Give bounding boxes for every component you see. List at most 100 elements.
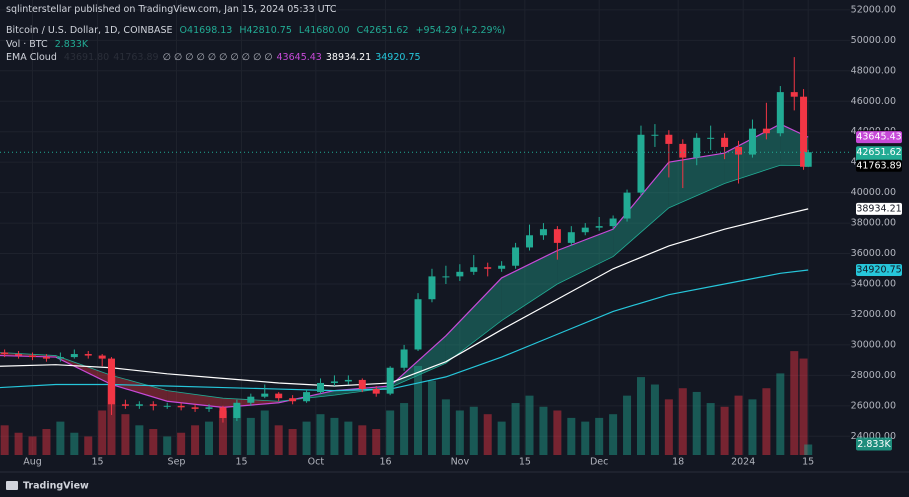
volume-bar <box>386 410 395 455</box>
candle-body <box>707 137 715 139</box>
volume-bar <box>595 417 604 455</box>
candle-body <box>637 134 645 193</box>
symbol-title: Bitcoin / U.S. Dollar, 1D, COINBASE <box>6 25 173 36</box>
candle-body <box>84 354 92 356</box>
price-label-bg <box>856 202 902 215</box>
x-tick-label: Oct <box>308 457 325 468</box>
volume-bar <box>720 406 729 455</box>
y-tick-label: 48000.00 <box>851 65 896 76</box>
publisher: sqlinterstellar published on TradingView… <box>6 4 337 15</box>
candle-body <box>567 232 575 243</box>
indicator-value: 43645.43 <box>276 52 322 63</box>
indicator-value: 41763.89 <box>113 52 159 63</box>
y-tick-label: 24000.00 <box>851 431 896 442</box>
candle-body <box>609 218 617 227</box>
volume-bar <box>302 421 311 455</box>
candle-body <box>191 407 199 409</box>
volume-bar <box>762 388 771 455</box>
price-label: 38934.21 <box>856 203 901 214</box>
candle-body <box>261 393 269 397</box>
candle-body <box>205 407 213 409</box>
ema-line <box>0 164 809 402</box>
candle-body <box>330 381 338 383</box>
candle-body <box>581 227 589 233</box>
volume-bar <box>358 425 367 455</box>
candle-body <box>776 92 784 134</box>
candle-body <box>149 404 157 406</box>
y-tick-label: 30000.00 <box>851 339 896 350</box>
x-tick-label: 15 <box>519 457 531 468</box>
volume-bar <box>776 373 785 455</box>
candle-body <box>512 247 520 266</box>
volume-bar <box>0 425 9 455</box>
candle-body <box>553 229 561 243</box>
x-tick-label: Sep <box>168 457 186 468</box>
legend-row: Bitcoin / U.S. Dollar, 1D, COINBASE O416… <box>6 25 509 36</box>
volume-bar <box>567 417 576 455</box>
candle-body <box>275 393 283 399</box>
candle-body <box>303 392 311 402</box>
candle-body <box>29 355 37 358</box>
volume-bar <box>98 410 107 455</box>
ema-cloud <box>445 277 502 364</box>
price-label: 43645.43 <box>856 132 901 143</box>
indicator-name: EMA Cloud <box>6 52 57 63</box>
volume-bar <box>260 410 269 455</box>
ohlc: O41698.13 <box>179 25 233 36</box>
x-tick-label: Dec <box>590 457 608 468</box>
indicator-value: ∅ ∅ ∅ ∅ ∅ ∅ ∅ ∅ ∅ ∅ <box>162 52 273 63</box>
x-tick-label: 2024 <box>731 457 755 468</box>
volume-bar <box>274 425 283 455</box>
candle-body <box>498 265 506 269</box>
volume-bar <box>14 432 23 455</box>
candle-body <box>428 276 436 300</box>
candle-body <box>121 404 129 406</box>
candle-body <box>163 405 171 407</box>
candle-body <box>358 379 366 390</box>
y-tick-label: 38000.00 <box>851 218 896 229</box>
candle-body <box>748 128 756 155</box>
volume-bar <box>706 403 715 455</box>
candle-body <box>247 396 255 403</box>
x-tick-label: 16 <box>379 457 391 468</box>
price-label: 34920.75 <box>856 264 901 275</box>
y-tick-label: 36000.00 <box>851 248 896 259</box>
volume-bar <box>455 410 464 455</box>
candle-body <box>42 357 50 359</box>
candle-body <box>539 229 547 236</box>
indicator-value: 38934.21 <box>325 52 372 63</box>
price-label: 42651.62 <box>856 147 901 158</box>
volume-label: 2.833K <box>857 439 891 450</box>
x-tick-label: Aug <box>23 457 42 468</box>
ohlc: C42651.62 <box>356 25 409 36</box>
volume-label: Vol · BTC <box>6 39 48 50</box>
volume-bar <box>56 421 65 455</box>
price-label-bg <box>856 131 902 144</box>
ema-cloud <box>613 162 669 257</box>
candle-body <box>15 354 23 356</box>
candle-body <box>1 352 9 355</box>
brand: TradingView <box>23 481 89 492</box>
volume-bar <box>734 395 743 455</box>
candle-body <box>233 402 241 418</box>
candle-body <box>98 355 106 359</box>
ema-line <box>0 269 809 392</box>
candle-body <box>219 407 227 418</box>
candle-body <box>70 354 78 358</box>
candle-body <box>735 146 743 155</box>
volume-label-bg <box>856 437 892 451</box>
candle-body <box>386 367 394 394</box>
candle-body <box>721 137 729 147</box>
y-tick-label: 52000.00 <box>851 4 896 15</box>
volume-bar <box>316 414 325 455</box>
ohlc: H42810.75 <box>239 25 292 36</box>
ohlc: L41680.00 <box>298 25 350 36</box>
candle-body <box>484 267 492 269</box>
candle-body <box>804 152 812 167</box>
volume-bar <box>232 406 241 455</box>
candle-body <box>400 349 408 368</box>
volume-bar <box>748 399 757 455</box>
candle-body <box>470 267 478 272</box>
